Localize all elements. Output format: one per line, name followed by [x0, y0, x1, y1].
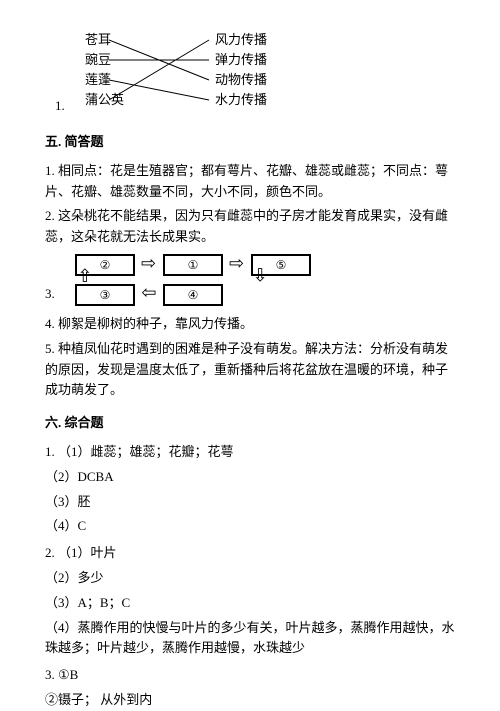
- answer-6-3-2: ②镊子； 从外到内: [45, 690, 455, 711]
- right-item: 弹力传播: [215, 50, 267, 70]
- section-6-title: 六. 综合题: [45, 413, 455, 434]
- answer-6-2: 2. （1）叶片: [45, 543, 455, 564]
- question-number: 2.: [45, 545, 55, 560]
- right-item: 动物传播: [215, 70, 267, 90]
- arrow-icon: ⇨: [76, 267, 94, 282]
- answer-6-1-4: （4）C: [45, 516, 455, 537]
- section-5-title: 五. 简答题: [45, 132, 455, 153]
- answer-6-1-2: （2）DCBA: [45, 467, 455, 488]
- matching-question: 1. 苍耳 豌豆 莲蓬 蒲公英 风力传播 弹力传播 动物传播 水力传播: [45, 30, 455, 118]
- question-number: 3.: [45, 284, 55, 305]
- answer-6-2-3: （3）A；B；C: [45, 593, 455, 614]
- answer-text: （1）叶片: [58, 545, 117, 560]
- flow-box: ④: [163, 284, 223, 306]
- flow-box: ①: [163, 254, 223, 276]
- answer-6-1: 1. （1）雌蕊；雄蕊；花瓣；花萼: [45, 442, 455, 463]
- right-item: 水力传播: [215, 90, 267, 110]
- arrow-icon: ⇨: [229, 254, 244, 272]
- question-number: 3.: [45, 667, 55, 682]
- answer-5-5: 5. 种植凤仙花时遇到的困难是种子没有萌发。解决方法：分析没有萌发的原因，发现是…: [45, 339, 455, 401]
- answer-5-1: 1. 相同点：花是生殖器官；都有萼片、花瓣、雄蕊或雌蕊；不同点：萼片、花瓣、雄蕊…: [45, 161, 455, 203]
- answer-text: （1）雌蕊；雄蕊；花瓣；花萼: [58, 444, 234, 459]
- answer-6-1-3: （3）胚: [45, 492, 455, 513]
- right-column: 风力传播 弹力传播 动物传播 水力传播: [215, 30, 267, 110]
- question-number: 1.: [55, 96, 65, 117]
- answer-text: ①B: [58, 667, 78, 682]
- answer-5-2: 2. 这朵桃花不能结果，因为只有雌蕊中的子房才能发育成果实，没有雌蕊，这朵花就无…: [45, 206, 455, 248]
- matching-lines: [109, 36, 219, 110]
- arrow-icon: ⇨: [252, 267, 270, 282]
- right-item: 风力传播: [215, 30, 267, 50]
- answer-6-3: 3. ①B: [45, 665, 455, 686]
- answer-6-2-2: （2）多少: [45, 568, 455, 589]
- answer-5-4: 4. 柳絮是柳树的种子，靠风力传播。: [45, 314, 455, 335]
- flowchart: 3. ② ⇨ ① ⇨ ⑤ ⇨ ③ ⇨ ④ ⇨: [45, 252, 455, 310]
- answer-6-2-4: （4）蒸腾作用的快慢与叶片的多少有关，叶片越多，蒸腾作用越快，水珠越多；叶片越少…: [45, 618, 455, 660]
- flow-box: ③: [75, 284, 135, 306]
- question-number: 1.: [45, 444, 55, 459]
- arrow-icon: ⇨: [141, 284, 156, 302]
- arrow-icon: ⇨: [141, 254, 156, 272]
